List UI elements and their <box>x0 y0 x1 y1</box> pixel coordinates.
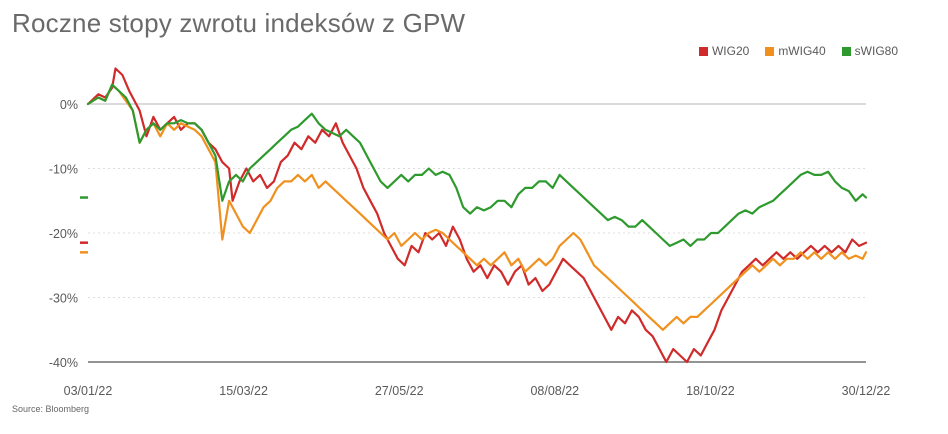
x-tick-label-1: 15/03/22 <box>219 384 268 398</box>
x-tick-label-5: 30/12/22 <box>842 384 891 398</box>
legend: WIG20 mWIG40 sWIG80 <box>698 44 898 58</box>
series-line-swig80 <box>86 83 868 247</box>
x-tick-label-2: 27/05/22 <box>375 384 424 398</box>
series-line-wig20 <box>86 67 868 364</box>
legend-item-wig20: WIG20 <box>698 44 750 58</box>
legend-swatch-mwig40 <box>765 46 775 56</box>
y-tick-label-3: -30% <box>49 292 78 306</box>
series-line-mwig40 <box>86 83 868 331</box>
legend-label-mwig40: mWIG40 <box>778 44 826 58</box>
x-tick-label-4: 18/10/22 <box>686 384 735 398</box>
y-tick-label-4: -40% <box>49 356 78 370</box>
legend-label-wig20: WIG20 <box>711 44 750 58</box>
legend-swatch-swig80 <box>841 46 851 56</box>
legend-item-swig80: sWIG80 <box>841 44 898 58</box>
chart-title: Roczne stopy zwrotu indeksów z GPW <box>12 8 466 38</box>
legend-item-mwig40: mWIG40 <box>765 44 826 58</box>
legend-label-swig80: sWIG80 <box>854 44 898 58</box>
y-tick-label-1: -10% <box>49 163 78 177</box>
x-tick-label-0: 03/01/22 <box>64 384 113 398</box>
legend-swatch-wig20 <box>698 46 708 56</box>
y-tick-label-0: 0% <box>60 98 78 112</box>
x-tick-label-3: 08/08/22 <box>530 384 579 398</box>
source-note: Source: Bloomberg <box>12 404 90 414</box>
y-tick-label-2: -20% <box>49 227 78 241</box>
